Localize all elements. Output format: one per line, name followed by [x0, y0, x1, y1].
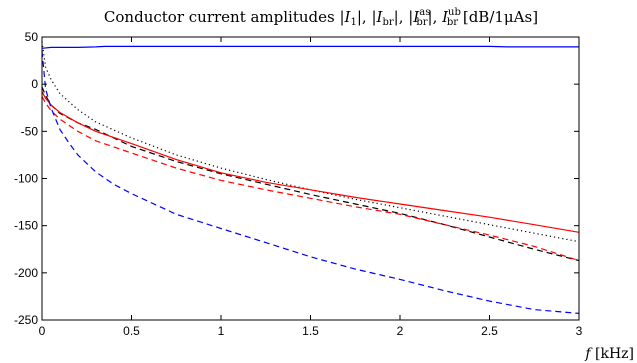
chart-title: Conductor current amplitudes |I1|, |Ibr|… [104, 7, 538, 28]
series-layer [41, 41, 580, 314]
series-line-6 [41, 51, 580, 314]
series-line-2 [41, 41, 580, 243]
title-br-sub: br [382, 17, 393, 28]
title-ub-main: I [441, 8, 449, 26]
title-sep1: |, | [357, 8, 377, 26]
x-axis-label-var: f [584, 346, 593, 362]
y-tick-label: 50 [25, 30, 39, 44]
y-tick-label: -250 [14, 313, 38, 327]
x-tick-label: 1 [218, 324, 225, 338]
plot-frame [41, 36, 580, 321]
x-tick-label: 0 [39, 324, 46, 338]
title-as-main: I [412, 8, 420, 26]
title-as-sub: br [416, 17, 427, 28]
series-line-1 [41, 45, 579, 49]
title-i1-sub: 1 [350, 17, 356, 28]
series-line-3 [41, 86, 580, 262]
y-tick-label: -150 [14, 219, 38, 233]
title-unit: [dB/1μAs] [458, 8, 538, 26]
title-i1-main: I [344, 8, 352, 26]
series-line-5 [41, 96, 580, 262]
x-axis-label: f [kHz] [584, 346, 634, 362]
title-prefix: Conductor current amplitudes | [104, 8, 345, 26]
y-tick-label: -200 [14, 266, 38, 280]
series-line-4 [41, 91, 580, 233]
y-tick-label: -100 [14, 172, 38, 186]
x-tick-label: 1.5 [302, 324, 319, 338]
x-tick-label: 2.5 [481, 324, 498, 338]
title-sep3: |, [428, 8, 443, 26]
x-tick-label: 2 [397, 324, 404, 338]
y-tick-label: 0 [31, 77, 38, 91]
x-axis-label-unit: [kHz] [595, 346, 634, 362]
title-sep2: |, | [394, 8, 414, 26]
title-ub-sup: ub [448, 7, 461, 18]
title-br-main: I [376, 8, 384, 26]
title-as-sup: as [419, 7, 430, 18]
x-tick-label: 0.5 [123, 324, 140, 338]
title-ub-sub: br [447, 17, 458, 28]
tick-layer: 0 0.5 1 1.5 2 2.5 3 50 0 -50 -100 -150 -200 -250 [14, 30, 583, 338]
x-tick-label: 3 [576, 324, 583, 338]
y-tick-label: -50 [21, 124, 39, 138]
